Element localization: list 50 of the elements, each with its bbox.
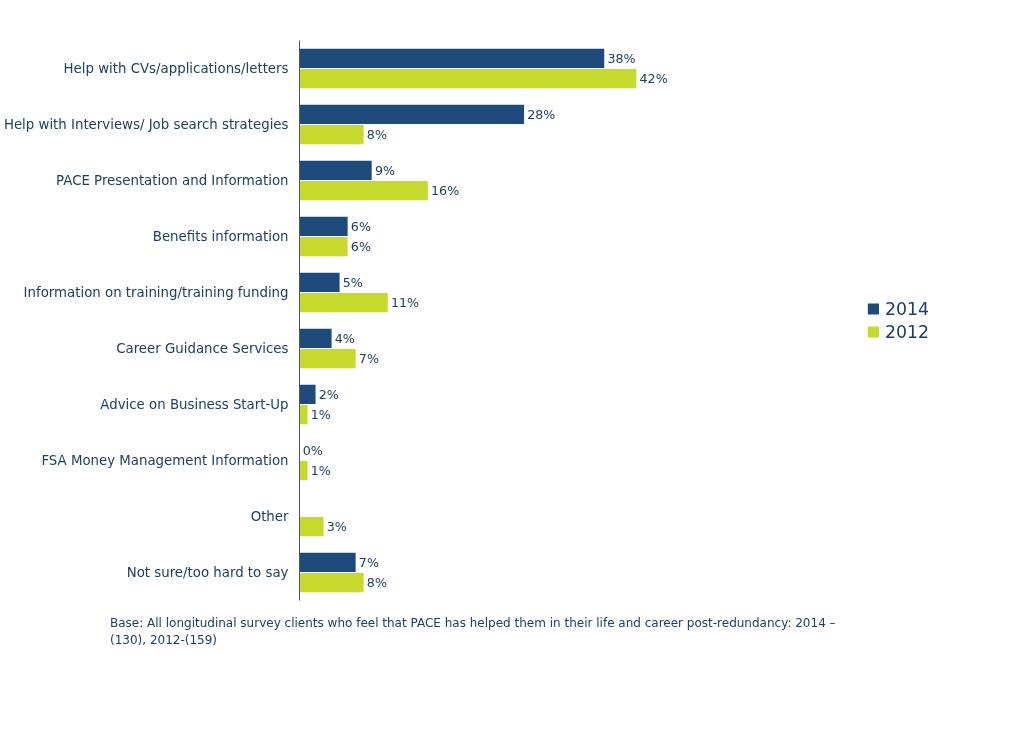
- bar: [299, 552, 356, 572]
- bar: [299, 461, 308, 481]
- data-label: 7%: [358, 554, 379, 570]
- data-label: 9%: [374, 162, 395, 178]
- bar: [299, 125, 364, 145]
- bar: [299, 181, 428, 201]
- bar: [299, 272, 340, 292]
- bar: [299, 293, 388, 313]
- data-label: 1%: [310, 463, 331, 479]
- y-tick-label: Other: [250, 509, 290, 524]
- text: Base: All longitudinal survey clients who feel that PACE has helped them in their life and career post-redundancy: 2014 –(130), 2012-(159): [110, 615, 837, 650]
- y-tick-label: FSA Money Management Information: [41, 453, 289, 468]
- bar: [299, 104, 525, 124]
- y-tick-label: Help with CVs/applications/letters: [63, 61, 289, 76]
- y-tick-label: Advice on Business Start-Up: [100, 397, 289, 412]
- bar: [299, 48, 605, 68]
- y-tick-label: Help with Interviews/ Job search strategies: [3, 117, 289, 132]
- bar: [299, 328, 332, 348]
- data-label: 6%: [350, 239, 371, 255]
- legend-label: 2014: [884, 298, 929, 319]
- data-label: 0%: [302, 442, 323, 458]
- data-label: 16%: [431, 183, 460, 199]
- data-label: 8%: [366, 127, 387, 143]
- data-label: 6%: [350, 218, 371, 234]
- y-tick-label: Not sure/too hard to say: [126, 565, 289, 580]
- bar: [299, 573, 364, 593]
- data-label: 2%: [318, 386, 339, 402]
- data-label: 4%: [334, 330, 355, 346]
- data-label: 1%: [310, 407, 331, 423]
- y-tick-label: Information on training/training funding: [23, 285, 289, 300]
- bar: [299, 160, 372, 180]
- bar: [299, 517, 324, 537]
- data-label: 8%: [366, 575, 387, 591]
- data-label: 38%: [607, 50, 636, 66]
- bar: [299, 349, 356, 369]
- data-label: 11%: [390, 295, 420, 311]
- legend-label: 2012: [884, 321, 929, 342]
- data-label: 7%: [358, 351, 379, 367]
- bar: [299, 69, 637, 89]
- data-label: 5%: [342, 274, 363, 290]
- bar: [299, 384, 316, 404]
- data-label: 3%: [326, 519, 347, 535]
- y-tick-label: Benefits information: [152, 229, 289, 244]
- y-tick-label: Career Guidance Services: [116, 341, 289, 356]
- data-label: 28%: [527, 106, 556, 122]
- bar: [299, 216, 348, 236]
- data-label: 42%: [639, 71, 668, 87]
- bar: [299, 237, 348, 257]
- y-tick-label: PACE Presentation and Information: [56, 173, 289, 188]
- bar: [299, 405, 308, 425]
